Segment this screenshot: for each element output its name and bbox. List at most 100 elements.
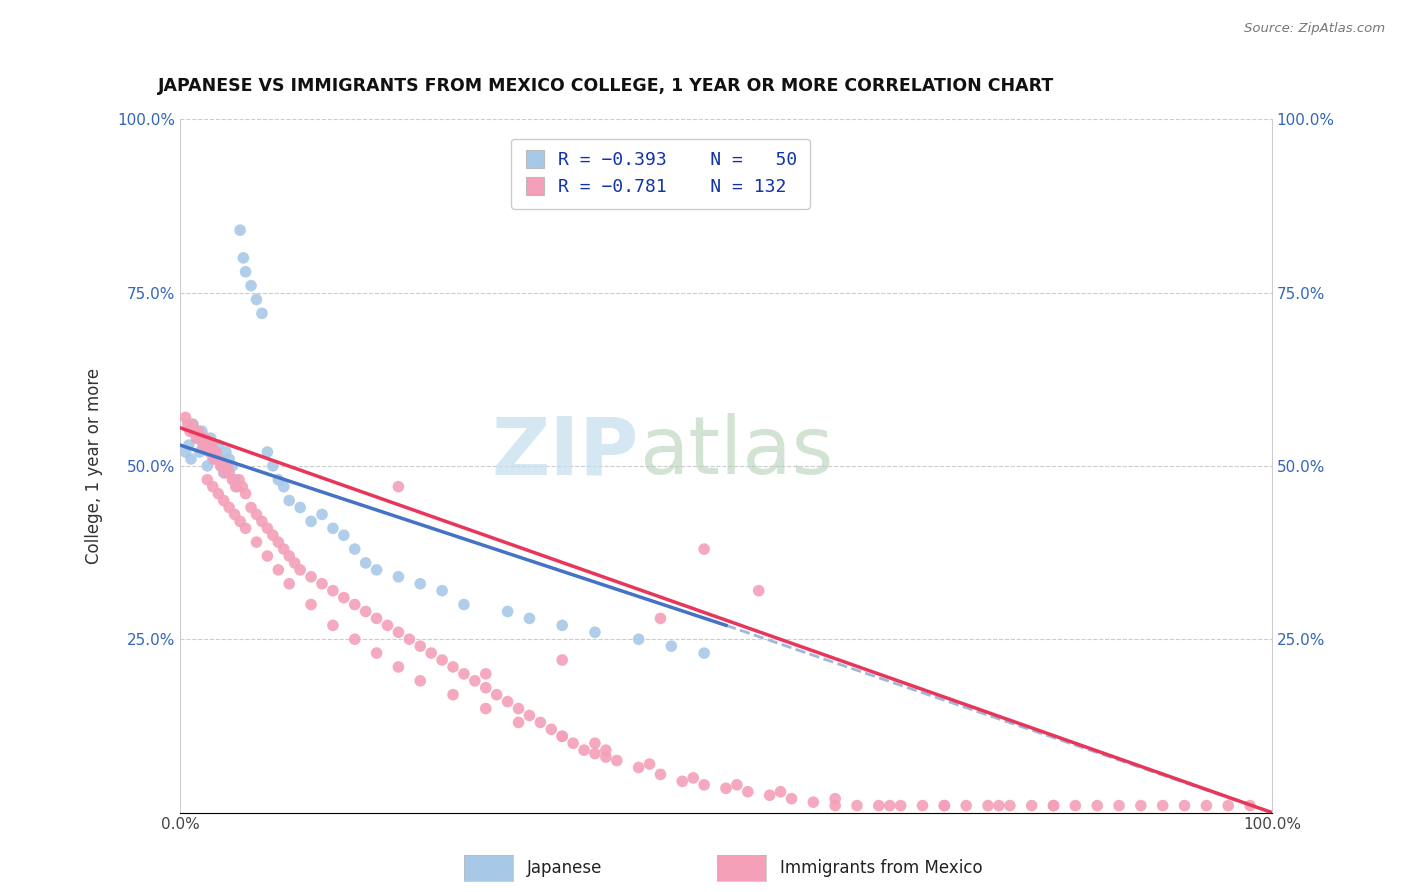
Point	[671, 774, 693, 789]
Point	[284, 556, 307, 570]
Point	[198, 445, 221, 459]
Point	[322, 618, 344, 632]
Point	[387, 625, 409, 640]
Point	[551, 653, 574, 667]
Point	[934, 798, 956, 813]
Point	[398, 632, 420, 647]
Point	[186, 431, 208, 445]
Point	[195, 473, 218, 487]
Point	[1129, 798, 1152, 813]
Point	[474, 666, 496, 681]
Point	[211, 458, 233, 473]
Point	[955, 798, 977, 813]
Point	[387, 660, 409, 674]
Point	[638, 757, 661, 772]
Point	[218, 452, 240, 467]
Point	[207, 486, 229, 500]
Point	[212, 493, 235, 508]
Point	[583, 736, 606, 750]
Point	[193, 438, 215, 452]
Point	[801, 795, 824, 809]
Point	[627, 760, 650, 774]
Point	[998, 798, 1021, 813]
Point	[387, 480, 409, 494]
Point	[299, 514, 322, 528]
Point	[1173, 798, 1195, 813]
Point	[453, 666, 475, 681]
Point	[186, 431, 208, 445]
Point	[245, 535, 267, 549]
Point	[205, 445, 228, 459]
Point	[235, 521, 257, 535]
Point	[540, 723, 562, 737]
Point	[1042, 798, 1064, 813]
Point	[201, 480, 224, 494]
Point	[288, 500, 311, 515]
Point	[177, 438, 200, 452]
Point	[551, 618, 574, 632]
Point	[195, 458, 218, 473]
Point	[846, 798, 869, 813]
Point	[240, 278, 263, 293]
Point	[551, 729, 574, 743]
Point	[215, 458, 238, 473]
Point	[207, 452, 229, 467]
Point	[430, 583, 453, 598]
Point	[333, 528, 356, 542]
Point	[211, 458, 233, 473]
Point	[1239, 798, 1261, 813]
Point	[409, 639, 432, 653]
Point	[235, 265, 257, 279]
Point	[229, 514, 252, 528]
Point	[1085, 798, 1108, 813]
Point	[201, 452, 224, 467]
Point	[441, 688, 464, 702]
Point	[174, 445, 197, 459]
Point	[225, 480, 247, 494]
Point	[824, 791, 846, 805]
Point	[693, 646, 716, 660]
Point	[231, 480, 253, 494]
Point	[519, 708, 541, 723]
Point	[333, 591, 356, 605]
Point	[221, 458, 243, 473]
Point	[769, 785, 792, 799]
Point	[311, 508, 333, 522]
Point	[232, 251, 254, 265]
Text: ZIP: ZIP	[491, 413, 638, 491]
Point	[1152, 798, 1174, 813]
Point	[256, 521, 278, 535]
Point	[725, 778, 748, 792]
Point	[267, 473, 290, 487]
Point	[288, 563, 311, 577]
Point	[890, 798, 912, 813]
Point	[562, 736, 585, 750]
Point	[218, 500, 240, 515]
Point	[278, 549, 301, 563]
Point	[267, 535, 290, 549]
Text: Source: ZipAtlas.com: Source: ZipAtlas.com	[1244, 22, 1385, 36]
Y-axis label: College, 1 year or more: College, 1 year or more	[86, 368, 103, 564]
Point	[474, 701, 496, 715]
Point	[250, 514, 273, 528]
Point	[409, 576, 432, 591]
Point	[911, 798, 934, 813]
Point	[1021, 798, 1043, 813]
Point	[714, 781, 737, 796]
Point	[228, 473, 250, 487]
Point	[693, 542, 716, 557]
Point	[583, 747, 606, 761]
Point	[207, 438, 229, 452]
Point	[174, 410, 197, 425]
Point	[187, 424, 209, 438]
Point	[650, 767, 672, 781]
Point	[519, 611, 541, 625]
Point	[748, 583, 770, 598]
Point	[780, 791, 803, 805]
Point	[256, 445, 278, 459]
Point	[409, 673, 432, 688]
Point	[180, 452, 202, 467]
Point	[256, 549, 278, 563]
Point	[299, 570, 322, 584]
Text: JAPANESE VS IMMIGRANTS FROM MEXICO COLLEGE, 1 YEAR OR MORE CORRELATION CHART: JAPANESE VS IMMIGRANTS FROM MEXICO COLLE…	[159, 78, 1054, 95]
